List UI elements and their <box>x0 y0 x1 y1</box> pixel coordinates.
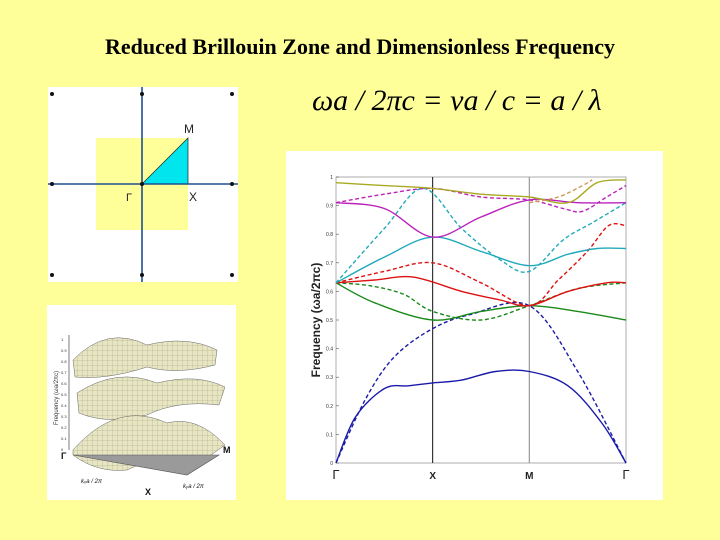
surface-base-triangle <box>72 454 221 476</box>
surface-z-tick: 1 <box>61 337 64 342</box>
surface-z-tick: 0.3 <box>61 414 67 419</box>
band-line-2 <box>335 301 627 464</box>
slide-title: Reduced Brillouin Zone and Dimensionless… <box>105 34 615 59</box>
band-line-3 <box>335 282 627 321</box>
band-surface-plot: Frequency (ωa/2πc) 0 0.1 0.2 0.3 0.4 0.5… <box>54 335 231 497</box>
surface-z-ticks: 0 0.1 0.2 0.3 0.4 0.5 0.6 0.7 0.8 0.9 1 <box>61 337 67 452</box>
surface-z-tick: 0.8 <box>61 359 67 364</box>
x-tick-label: Γ <box>332 467 339 482</box>
formula-equals-1: = <box>422 84 443 117</box>
band-line-7 <box>335 236 627 284</box>
formula-equals-2: = <box>522 84 543 117</box>
lattice-point <box>230 92 234 96</box>
surface-label-m: M <box>223 445 231 455</box>
y-tick-label: 0.8 <box>326 232 333 238</box>
lattice-point <box>140 182 144 186</box>
surface-kx-label: kₓa / 2π <box>81 479 103 485</box>
band-line-1 <box>335 369 627 464</box>
band-line-10 <box>335 184 627 213</box>
surface-z-tick: 0.4 <box>61 403 67 408</box>
surface-ky-label: kᵧa / 2π <box>183 484 205 490</box>
y-tick-label: 0.2 <box>326 404 333 410</box>
y-ticks: 0 0.1 0.2 0.3 0.4 0.5 0.6 0.7 0.8 0.9 1 <box>326 175 339 467</box>
middle-band-surface <box>76 376 226 420</box>
bz-label-gamma: Γ <box>126 192 132 204</box>
y-tick-label: 0.6 <box>326 289 333 295</box>
brillouin-zone-panel: M Γ X <box>48 87 238 282</box>
lattice-point <box>230 182 234 186</box>
bz-label-x: X <box>189 190 197 204</box>
surface-ylabel: Frequency (ωa/2πc) <box>54 371 60 425</box>
y-tick-label: 1 <box>330 175 333 181</box>
surface-z-tick: 0.9 <box>61 348 67 353</box>
surface-z-tick: 0.7 <box>61 370 67 375</box>
reciprocal-lattice-points <box>50 92 234 277</box>
band-line-8 <box>335 187 627 284</box>
lattice-point <box>140 92 144 96</box>
upper-band-surface <box>72 337 218 378</box>
surface-z-tick: 0 <box>61 447 64 452</box>
formula-term-nu: νa / c <box>450 84 516 117</box>
y-tick-label: 0.4 <box>326 347 333 353</box>
band-line-11 <box>335 179 627 204</box>
x-tick-label: M <box>525 471 533 482</box>
surface-label-gamma: Γ <box>61 451 67 461</box>
x-tick-label: Γ <box>622 467 629 482</box>
band-structure-chart: 0 0.1 0.2 0.3 0.4 0.5 0.6 0.7 0.8 0.9 1 Γ X M Γ Frequ… <box>309 175 630 482</box>
y-tick-label: 0.3 <box>326 375 333 381</box>
brillouin-zone-diagram: M Γ X <box>48 87 238 282</box>
lattice-point <box>230 273 234 277</box>
y-tick-label: 0.1 <box>326 432 333 438</box>
bz-label-m: M <box>184 122 194 136</box>
band-structure-panel: 0 0.1 0.2 0.3 0.4 0.5 0.6 0.7 0.8 0.9 1 Γ X M Γ Frequ… <box>286 151 663 500</box>
dimensionless-frequency-formula: ωa / 2πc = νa / c = a / λ <box>312 84 632 134</box>
lattice-point <box>140 273 144 277</box>
band-line-12 <box>529 179 593 204</box>
band-line-9 <box>335 198 627 238</box>
band-line-6 <box>335 223 627 307</box>
band-surface-panel: Frequency (ωa/2πc) 0 0.1 0.2 0.3 0.4 0.5… <box>47 305 236 500</box>
y-tick-label: 0.9 <box>326 204 333 210</box>
y-tick-label: 0 <box>330 461 333 467</box>
y-tick-label: 0.5 <box>326 318 333 324</box>
y-tick-label: 0.7 <box>326 261 333 267</box>
formula-term-omega: ωa / 2πc <box>312 84 415 117</box>
formula-term-lambda: a / λ <box>550 84 602 117</box>
surface-label-x: X <box>145 487 151 497</box>
x-tick-label: X <box>429 471 436 482</box>
lattice-point <box>50 182 54 186</box>
y-axis-label: Frequency (ωa/2πc) <box>309 263 323 378</box>
surface-z-tick: 0.2 <box>61 425 67 430</box>
lattice-point <box>50 92 54 96</box>
lattice-point <box>50 273 54 277</box>
surface-z-tick: 0.6 <box>61 381 67 386</box>
surface-z-tick: 0.1 <box>61 436 67 441</box>
band-series <box>335 179 627 464</box>
surface-z-tick: 0.5 <box>61 392 67 397</box>
band-line-5 <box>335 275 627 307</box>
